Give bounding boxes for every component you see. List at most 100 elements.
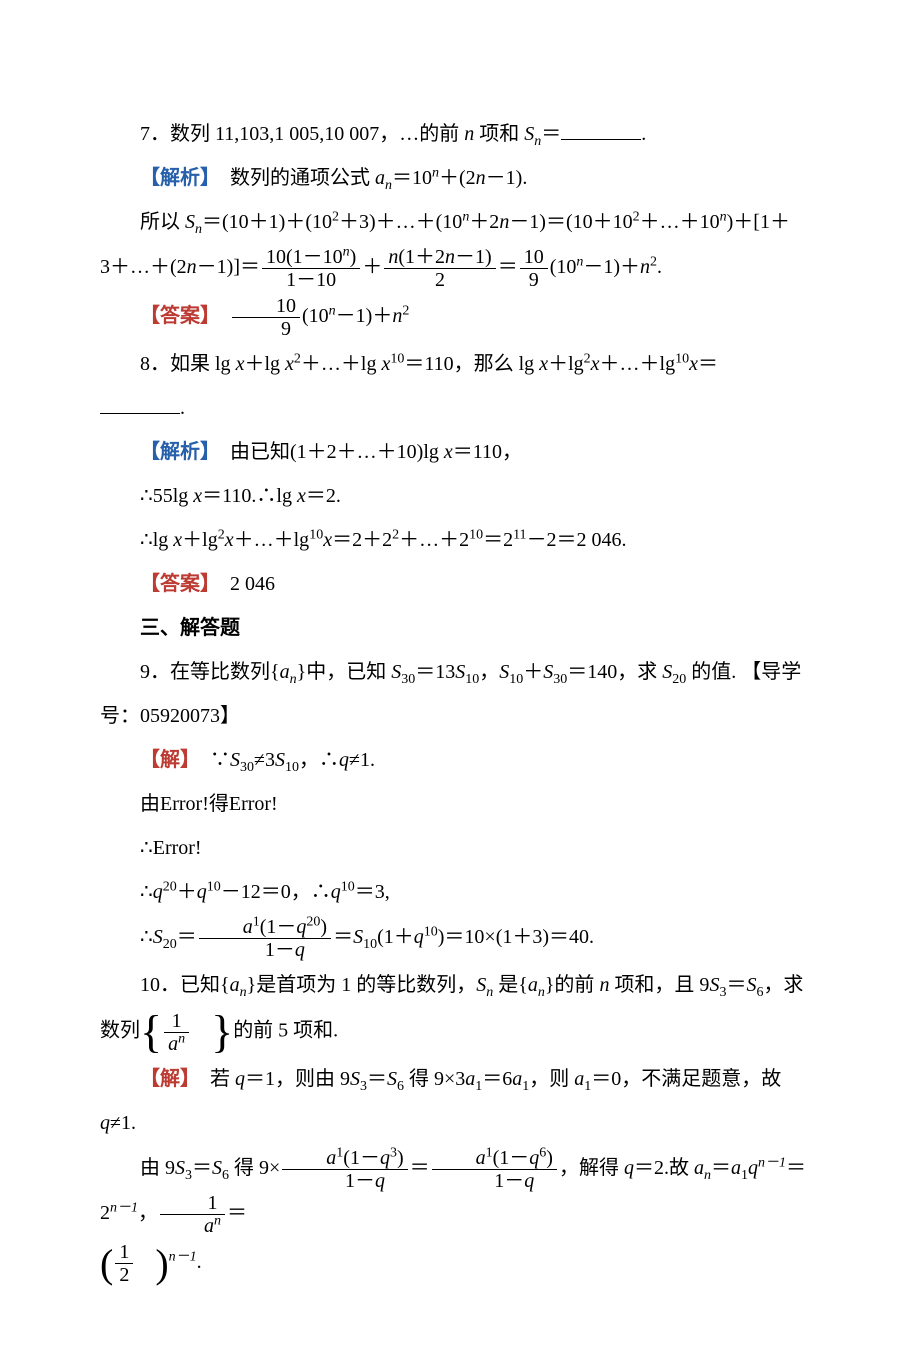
var-S10: S (353, 926, 363, 948)
right-paren: ) (155, 1244, 168, 1284)
text: ， (479, 661, 499, 683)
var-S10: S (275, 749, 285, 771)
var-S10: S (455, 661, 465, 683)
var-x: x (591, 353, 600, 375)
text: ∴55lg (140, 485, 193, 507)
text: 是{ (493, 974, 528, 996)
var-S6: S (746, 974, 756, 996)
var-q20: q (153, 881, 163, 903)
exp: 2 (633, 209, 640, 224)
text: ＋…＋lg (600, 353, 676, 375)
text: ＝ (711, 1157, 731, 1179)
text: 项和，且 9 (609, 974, 709, 996)
text: ＝3, (355, 881, 390, 903)
var-S3: S (175, 1157, 185, 1179)
num-text: (1－ (260, 916, 297, 938)
num-text: ) (320, 916, 327, 938)
q10-sol-3: (12 )n－1. (100, 1241, 820, 1286)
text: 的值. 【导学 (686, 661, 801, 683)
q9-sol-1: 【解】 ∵S30≠3S10，∴q≠1. (100, 740, 820, 780)
den-text: 9 (232, 317, 300, 340)
q9-sol-4: ∴q20＋q10－12＝0，∴q10＝3, (100, 872, 820, 912)
text: }的前 (545, 974, 600, 996)
var-x: x (225, 529, 234, 551)
text: ∴lg (140, 529, 173, 551)
num-text: 1 (164, 1010, 189, 1032)
text: ＝ (698, 353, 718, 375)
text: )＋[1＋ (727, 211, 790, 233)
den-text: 9 (520, 268, 548, 291)
text: ＋lg (244, 353, 285, 375)
var-a1: a (465, 1068, 475, 1090)
var-x: x (689, 353, 698, 375)
var-an: an (375, 167, 392, 189)
fraction: 12 (115, 1241, 133, 1286)
text: ＝140，求 (567, 661, 662, 683)
text: ＋…＋10 (640, 211, 720, 233)
text: (10 (302, 305, 329, 327)
var-q: q (339, 749, 349, 771)
q7-stem: 7．数列 11,103,1 005,10 007，…的前 n 项和 Sn＝. (100, 114, 820, 154)
var-x: x (173, 529, 182, 551)
text: 10．已知{ (140, 974, 230, 996)
text: ＋lg (548, 353, 584, 375)
tag-answer: 【答案】 (140, 573, 210, 595)
q8-answer: 【答案】 2 046 (100, 564, 820, 604)
exp: 10 (309, 527, 323, 542)
fraction: n(1＋2n－1)2 (384, 246, 495, 291)
var-n: n (476, 167, 486, 189)
tag-analysis: 【解析】 (140, 167, 210, 189)
var-n: n (187, 256, 197, 278)
var-a1qn1: a (731, 1157, 741, 1179)
text: ＝2. (306, 485, 341, 507)
text: 由已知(1＋2＋…＋10)lg (210, 441, 444, 463)
text: ＝13 (415, 661, 455, 683)
sub: 10 (363, 937, 377, 952)
var-Sn: Sn (476, 974, 493, 996)
sub: 6 (222, 1168, 229, 1183)
num-text: (1＋2 (398, 246, 445, 268)
text: －1)＝(10＋10 (509, 211, 632, 233)
text: ，求 (763, 974, 803, 996)
text: ＋2 (469, 211, 499, 233)
var-S6: S (212, 1157, 222, 1179)
text: ＝1，则由 9 (245, 1068, 350, 1090)
var-Sn: Sn (524, 123, 541, 145)
blank (100, 395, 180, 414)
var-x: x (444, 441, 453, 463)
exp: 20 (163, 879, 177, 894)
var-n: n (499, 211, 509, 233)
exp: 2 (584, 351, 591, 366)
num-text: 10 (232, 295, 300, 317)
q9-sol-3: ∴Error! (100, 828, 820, 868)
text: ＝(10＋1)＋(10 (202, 211, 332, 233)
text: ＝ (192, 1157, 212, 1179)
q7-answer: 【答案】 109(10n－1)＋n2 (100, 295, 820, 340)
text: ＋ (362, 256, 382, 278)
exp: 11 (513, 527, 526, 542)
exp: 10 (675, 351, 689, 366)
text: －2＝2 046. (527, 529, 627, 551)
exp: 2 (650, 254, 657, 269)
num-text: ) (546, 1147, 553, 1169)
q10-stem-2: 数列{1an }的前 5 项和. (100, 1009, 820, 1055)
exp: 2 (402, 303, 409, 318)
var-n: n (599, 974, 609, 996)
text: ＝ (498, 256, 518, 278)
exp-n: n (720, 209, 727, 224)
var-x: x (193, 485, 202, 507)
var-a1: a (512, 1068, 522, 1090)
text: ＝ (726, 974, 746, 996)
sub: 3 (360, 1079, 367, 1094)
var-q10: q (331, 881, 341, 903)
var-S20: S (153, 926, 163, 948)
text: －12＝0，∴ (221, 881, 331, 903)
q10-sol-1: 【解】 若 q＝1，则由 9S3＝S6 得 9×3a1＝6a1，则 a1＝0，不… (100, 1059, 820, 1099)
q9-sol-5: ∴S20＝a1(1－q20)1－q＝S10(1＋q10)＝10×(1＋3)＝40… (100, 916, 820, 961)
num-text: (1－ (493, 1147, 530, 1169)
q9-sol-2: 由Error!得Error! (100, 784, 820, 824)
text: ≠1. (110, 1112, 136, 1134)
q9-stem-2: 号：05920073】 (100, 696, 820, 736)
period: . (180, 397, 185, 419)
var-n: n (464, 123, 474, 145)
